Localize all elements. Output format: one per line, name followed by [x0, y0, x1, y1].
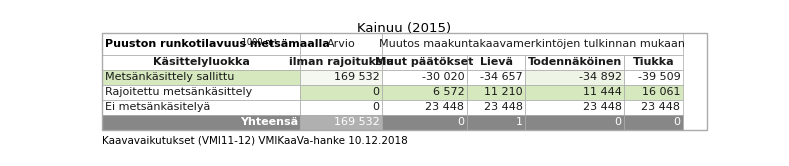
Bar [382, 55, 467, 70]
Bar [301, 33, 382, 55]
Bar [102, 70, 301, 85]
Bar [467, 100, 525, 115]
Text: Muut päätökset: Muut päätökset [375, 57, 473, 67]
Text: Kaavavaikutukset (VMI11-12) VMIKaaVa-hanke 10.12.2018: Kaavavaikutukset (VMI11-12) VMIKaaVa-han… [102, 135, 407, 145]
Text: Todennäköinen: Todennäköinen [528, 57, 622, 67]
Text: -34 657: -34 657 [481, 73, 523, 83]
Bar [382, 85, 467, 100]
Bar [467, 55, 525, 70]
Text: Metsänkäsittely sallittu: Metsänkäsittely sallittu [105, 73, 234, 83]
Bar [382, 33, 682, 55]
Text: 11 444: 11 444 [583, 87, 622, 97]
Bar [467, 70, 525, 85]
Bar [382, 100, 467, 115]
Bar [525, 85, 624, 100]
Text: 23 448: 23 448 [425, 102, 464, 112]
Bar [301, 70, 382, 85]
Text: ilman rajoituksia: ilman rajoituksia [289, 57, 394, 67]
Bar [102, 33, 301, 55]
Bar [301, 115, 382, 130]
Text: 0: 0 [615, 117, 622, 127]
Text: Yhteensä: Yhteensä [240, 117, 297, 127]
Text: 6 572: 6 572 [432, 87, 464, 97]
Text: 23 448: 23 448 [484, 102, 523, 112]
Bar [301, 100, 382, 115]
Bar [382, 70, 467, 85]
Text: Lievä: Lievä [480, 57, 513, 67]
Text: 23 448: 23 448 [582, 102, 622, 112]
Bar [102, 85, 301, 100]
Text: 169 532: 169 532 [334, 73, 380, 83]
Text: 0: 0 [458, 117, 464, 127]
Bar [102, 33, 707, 130]
Text: Rajoitettu metsänkäsittely: Rajoitettu metsänkäsittely [105, 87, 252, 97]
Text: Kainuu (2015): Kainuu (2015) [357, 22, 451, 35]
Bar [102, 55, 301, 70]
Bar [102, 100, 301, 115]
Text: 169 532: 169 532 [334, 117, 380, 127]
Text: Tiukka: Tiukka [633, 57, 675, 67]
Text: 0: 0 [372, 102, 380, 112]
Bar [624, 85, 682, 100]
Text: 1000 m³: 1000 m³ [239, 38, 277, 47]
Bar [624, 115, 682, 130]
Bar [301, 55, 382, 70]
Text: 23 448: 23 448 [641, 102, 680, 112]
Text: Ei metsänkäsitelyä: Ei metsänkäsitelyä [105, 102, 210, 112]
Bar [525, 100, 624, 115]
Text: -39 509: -39 509 [638, 73, 680, 83]
Bar [102, 115, 301, 130]
Text: -34 892: -34 892 [578, 73, 622, 83]
Text: Muutos maakuntakaavamerkintöjen tulkinnan mukaan: Muutos maakuntakaavamerkintöjen tulkinna… [380, 39, 686, 49]
Text: 0: 0 [372, 87, 380, 97]
Text: -30 020: -30 020 [421, 73, 464, 83]
Bar [467, 85, 525, 100]
Text: 16 061: 16 061 [642, 87, 680, 97]
Bar [525, 55, 624, 70]
Text: Arvio: Arvio [327, 39, 356, 49]
Bar [301, 85, 382, 100]
Bar [624, 55, 682, 70]
Bar [525, 70, 624, 85]
Bar [624, 70, 682, 85]
Text: 0: 0 [673, 117, 680, 127]
Bar [382, 115, 467, 130]
Bar [467, 115, 525, 130]
Text: 1: 1 [516, 117, 523, 127]
Text: Käsittelyluokka: Käsittelyluokka [152, 57, 249, 67]
Text: Puuston runkotilavuus metsämaalla: Puuston runkotilavuus metsämaalla [105, 39, 330, 49]
Text: 11 210: 11 210 [484, 87, 523, 97]
Bar [525, 115, 624, 130]
Bar [624, 100, 682, 115]
